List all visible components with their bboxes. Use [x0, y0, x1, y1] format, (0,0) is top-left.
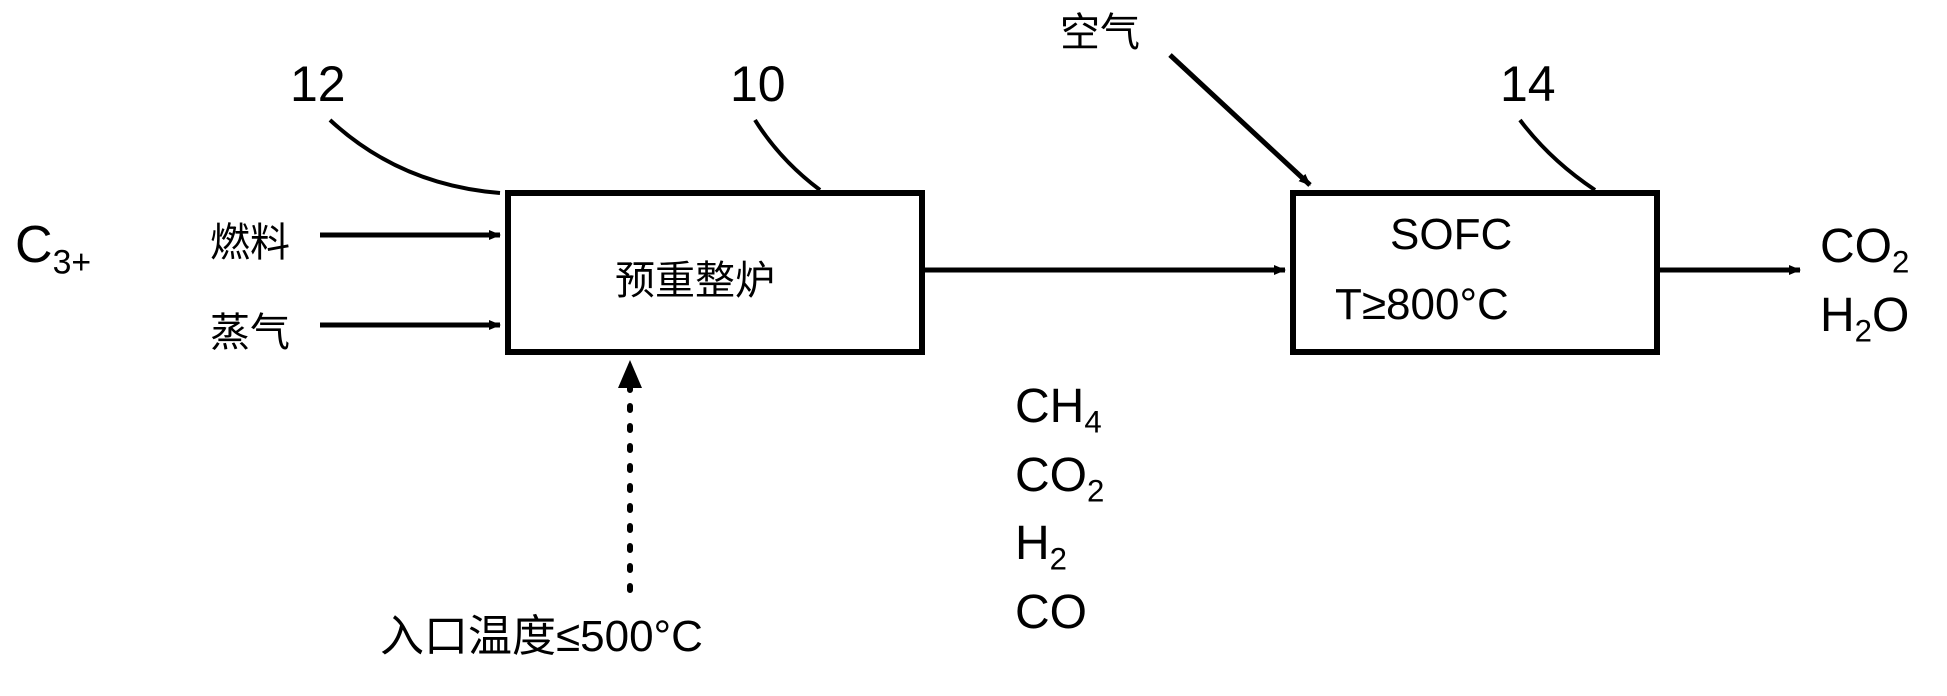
species-ch4: CH4: [1015, 375, 1104, 444]
diagram-stage: C3+ 燃料 蒸气 预重整炉 SOFC T≥800°C 空气 12 10 14 …: [0, 0, 1947, 696]
ref14-leader: [1520, 120, 1595, 190]
inlet-temp-label: 入口温度≤500°C: [380, 600, 703, 664]
ref12-leader: [330, 120, 500, 193]
output-h2o: H2O: [1820, 284, 1909, 353]
intermediate-species: CH4 CO2 H2 CO: [1015, 375, 1104, 646]
species-co: CO: [1015, 581, 1104, 646]
ref-12: 12: [290, 55, 346, 113]
air-label: 空气: [1060, 0, 1140, 58]
prereformer-label: 预重整炉: [615, 248, 775, 306]
ref-14: 14: [1500, 55, 1556, 113]
steam-label: 蒸气: [210, 300, 290, 358]
ref10-leader: [755, 120, 820, 190]
species-h2: H2: [1015, 512, 1104, 581]
output-species: CO2 H2O: [1820, 215, 1909, 352]
species-co2: CO2: [1015, 444, 1104, 513]
sofc-line1: SOFC: [1390, 210, 1512, 260]
inlet-temp-arrowhead: [618, 360, 642, 388]
air-arrow: [1170, 55, 1310, 185]
ref-10: 10: [730, 55, 786, 113]
sofc-line2: T≥800°C: [1335, 280, 1509, 330]
output-co2: CO2: [1820, 215, 1909, 284]
fuel-label: 燃料: [210, 210, 290, 268]
c3plus-label: C3+: [15, 215, 91, 282]
